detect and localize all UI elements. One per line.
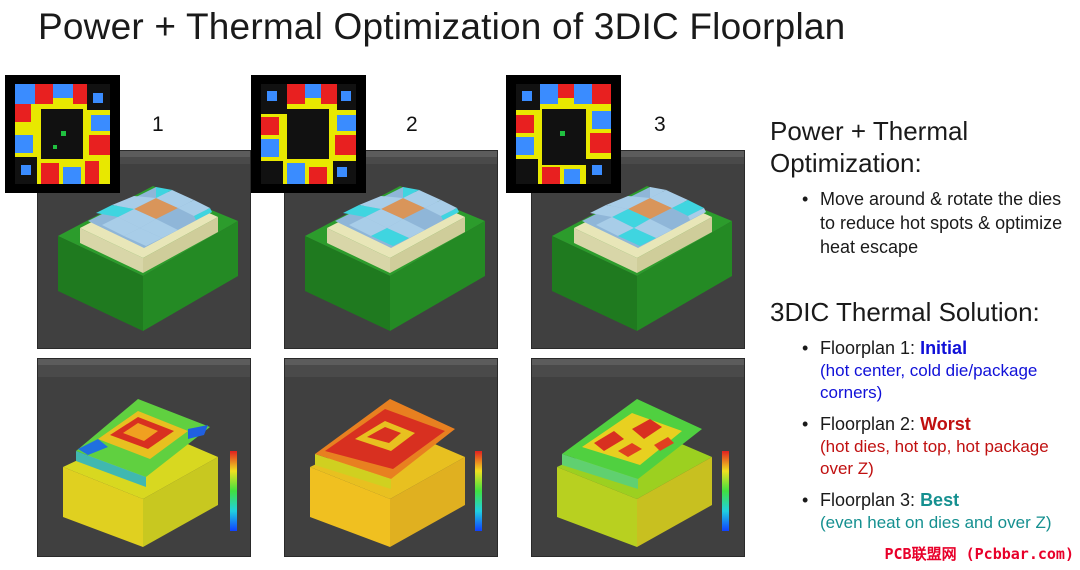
floorplan-1-note: (hot center, cold die/package corners) <box>820 361 1038 402</box>
slide-title: Power + Thermal Optimization of 3DIC Flo… <box>38 6 846 47</box>
floorplan-number-2: 2 <box>406 113 418 136</box>
watermark: PCB联盟网 (Pcbbar.com) <box>884 545 1075 563</box>
floorplan-number-3: 3 <box>654 113 666 136</box>
floorplan-3-label: Floorplan 3: <box>820 490 921 510</box>
thermal-view-2 <box>284 358 498 557</box>
section1-heading-line1: Power + Thermal <box>770 116 969 146</box>
section1-bullet-text: Move around & rotate the dies to reduce … <box>820 189 1063 257</box>
section1-heading-line2: Optimization: <box>770 148 922 178</box>
section1-bullet: Move around & rotate the dies to reduce … <box>800 187 1075 259</box>
floorplan-number-1: 1 <box>152 113 164 136</box>
section-power-thermal: Power + Thermal Optimization: Move aroun… <box>770 115 1075 259</box>
floorplan-1-value: Initial <box>920 338 968 358</box>
floorplan-item-3: Floorplan 3: Best (even heat on dies and… <box>800 488 1075 534</box>
floorplan-2-value: Worst <box>920 414 971 434</box>
floorplan-thumbnail-1 <box>5 75 120 193</box>
floorplan-thumbnail-2 <box>251 75 366 193</box>
floorplan-item-2: Floorplan 2: Worst (hot dies, hot top, h… <box>800 412 1075 480</box>
floorplan-2-label: Floorplan 2: <box>820 414 921 434</box>
thermal-view-1 <box>37 358 251 557</box>
floorplan-item-1: Floorplan 1: Initial (hot center, cold d… <box>800 336 1075 404</box>
floorplan-3-note: (even heat on dies and over Z) <box>820 513 1052 532</box>
floorplan-2-note: (hot dies, hot top, hot package over Z) <box>820 437 1049 478</box>
thermal-view-3 <box>531 358 745 557</box>
section-thermal-solution: 3DIC Thermal Solution: Floorplan 1: Init… <box>770 296 1075 534</box>
floorplan-thumbnail-3 <box>506 75 621 193</box>
section2-heading: 3DIC Thermal Solution: <box>770 297 1040 327</box>
floorplan-3-value: Best <box>920 490 960 510</box>
floorplan-1-label: Floorplan 1: <box>820 338 921 358</box>
